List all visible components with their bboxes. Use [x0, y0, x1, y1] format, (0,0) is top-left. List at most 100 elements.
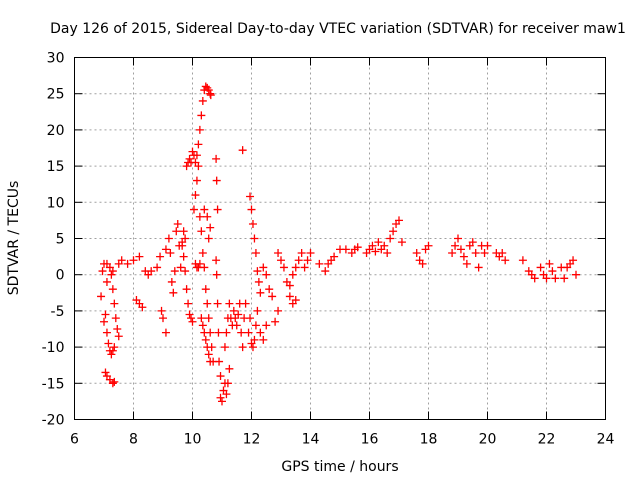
data-point [97, 292, 106, 301]
data-point [253, 306, 262, 315]
x-tick-label: 14 [302, 432, 320, 448]
data-point [285, 281, 294, 290]
chart-title: Day 126 of 2015, Sidereal Day-to-day VTE… [50, 21, 626, 37]
data-point [225, 364, 234, 373]
data-point [213, 299, 222, 308]
data-point [244, 328, 253, 337]
data-point [212, 270, 221, 279]
data-point [288, 270, 297, 279]
data-point [101, 310, 110, 319]
data-point [412, 248, 421, 257]
data-point [197, 111, 206, 120]
data-point [386, 234, 395, 243]
data-point [215, 357, 224, 366]
data-point [551, 274, 560, 283]
data-point [229, 306, 238, 315]
data-point [548, 267, 557, 276]
data-point [250, 335, 259, 344]
data-point [397, 238, 406, 247]
data-point [315, 259, 324, 268]
data-point [104, 339, 113, 348]
data-point [234, 310, 243, 319]
data-point [530, 274, 539, 283]
y-tick-label: 5 [56, 232, 65, 248]
data-point [279, 263, 288, 272]
data-point [213, 205, 222, 214]
data-point [198, 248, 207, 257]
data-point [341, 245, 350, 254]
data-point [111, 314, 120, 323]
data-point [251, 248, 260, 257]
x-tick-labels: 6 8 10 12 14 16 18 20 22 24 [70, 432, 614, 448]
data-point [200, 263, 209, 272]
data-point [156, 252, 165, 261]
data-point [184, 299, 193, 308]
data-point [157, 306, 166, 315]
data-point [277, 256, 285, 265]
data-point [216, 393, 225, 402]
y-tick-label: 10 [47, 195, 65, 211]
data-point [110, 343, 119, 352]
data-point [197, 227, 206, 236]
data-point [102, 277, 111, 286]
data-point [291, 296, 300, 305]
data-point [212, 154, 221, 163]
data-point [206, 357, 215, 366]
data-point [195, 125, 204, 134]
data-point [204, 234, 213, 243]
data-point [108, 346, 117, 355]
data-point [195, 259, 204, 268]
y-tick-label: -5 [51, 304, 65, 320]
data-point [368, 241, 377, 250]
data-point [182, 285, 191, 294]
data-point [238, 146, 247, 155]
data-point [294, 256, 303, 265]
data-point [542, 274, 551, 283]
data-point [201, 285, 210, 294]
data-point [212, 176, 221, 185]
data-point [248, 220, 257, 229]
data-point [247, 205, 256, 214]
y-axis-label: SDTVAR / TECUs [6, 181, 22, 296]
data-point [501, 256, 510, 265]
data-point [201, 335, 210, 344]
data-point [179, 227, 188, 236]
data-point [214, 328, 223, 337]
data-point [200, 205, 209, 214]
x-tick-label: 20 [479, 432, 497, 448]
data-point [110, 377, 119, 386]
x-tick-label: 8 [129, 432, 138, 448]
data-point [241, 299, 250, 308]
data-point [250, 234, 259, 243]
data-point [218, 397, 226, 406]
data-point [200, 328, 209, 337]
data-point [265, 285, 274, 294]
data-point [102, 259, 111, 268]
data-point [161, 245, 170, 254]
data-point [483, 241, 492, 250]
data-point [173, 220, 182, 229]
data-point [480, 248, 489, 257]
data-point [135, 252, 144, 261]
data-point [170, 267, 179, 276]
data-point [291, 263, 300, 272]
data-point [192, 176, 201, 185]
data-point [172, 227, 181, 236]
data-point [306, 248, 315, 257]
data-point [187, 314, 196, 323]
data-point [451, 241, 460, 250]
data-point [353, 243, 362, 252]
data-point [195, 212, 204, 221]
data-point [256, 328, 265, 337]
data-point [536, 263, 545, 272]
data-point [181, 267, 190, 276]
data-point [246, 192, 255, 201]
data-point [107, 350, 116, 359]
data-point [518, 256, 527, 265]
data-point [222, 390, 231, 399]
data-point [197, 314, 206, 323]
data-point [188, 147, 197, 156]
data-point [374, 238, 383, 247]
y-tick-label: 15 [47, 159, 65, 175]
data-point [164, 234, 173, 243]
